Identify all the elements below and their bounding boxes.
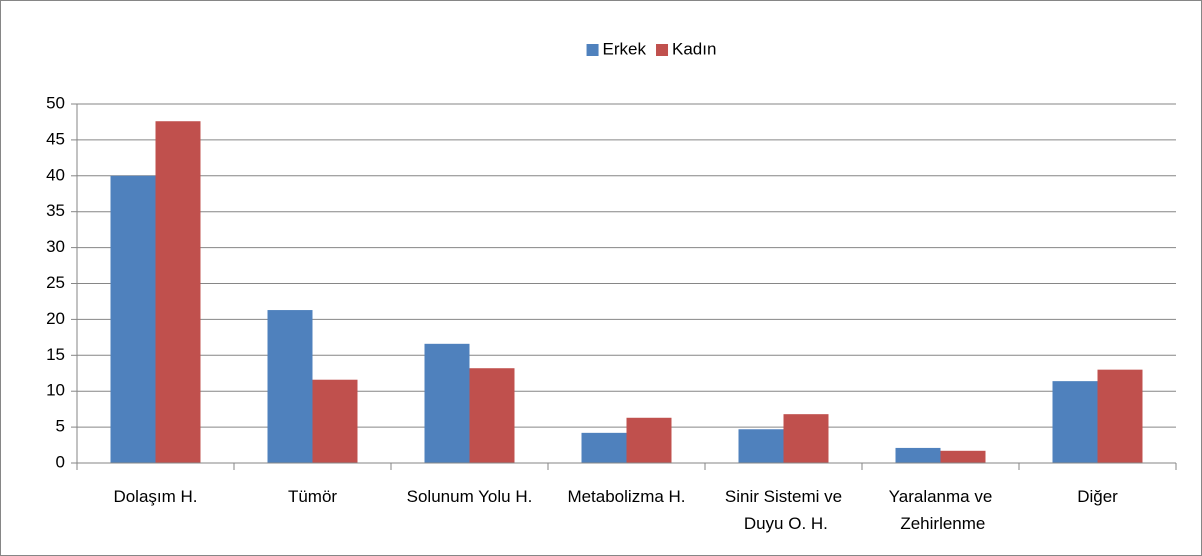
y-tick-label: 10 [46,381,65,400]
y-tick-label: 30 [46,237,65,256]
x-tick-label: Dolaşım H. [113,487,197,506]
bar [783,414,829,463]
y-tick-label: 45 [46,129,65,148]
x-tick-label: Diğer [1077,487,1118,506]
bar [267,310,313,463]
bar [581,432,627,463]
legend-label: Kadın [672,39,716,58]
y-tick-label: 15 [46,345,65,364]
bar [110,175,156,464]
y-tick-label: 0 [56,452,65,471]
bar [1052,381,1098,463]
y-tick-label: 35 [46,201,65,220]
x-tick-label: Tümör [288,487,337,506]
bar [626,417,672,463]
x-tick-label: Solunum Yolu H. [407,487,533,506]
bar [940,450,986,463]
bar [1097,369,1143,463]
y-tick-label: 5 [56,417,65,436]
x-tick-label: Yaralanma ve Zehirlenme [889,487,993,533]
bar [424,343,470,463]
x-tick-label: Sinir Sistemi ve Duyu O. H. [725,487,842,533]
bar [312,379,358,463]
bar [895,447,941,463]
y-tick-label: 25 [46,273,65,292]
y-tick-label: 20 [46,309,65,328]
x-tick-label: Metabolizma H. [567,487,685,506]
legend-swatch [586,44,599,56]
legend-swatch [656,44,669,56]
bar [469,368,515,463]
bar [738,429,784,463]
bar [155,121,201,464]
y-tick-label: 40 [46,165,65,184]
y-tick-label: 50 [46,93,65,112]
legend-label: Erkek [603,39,647,58]
